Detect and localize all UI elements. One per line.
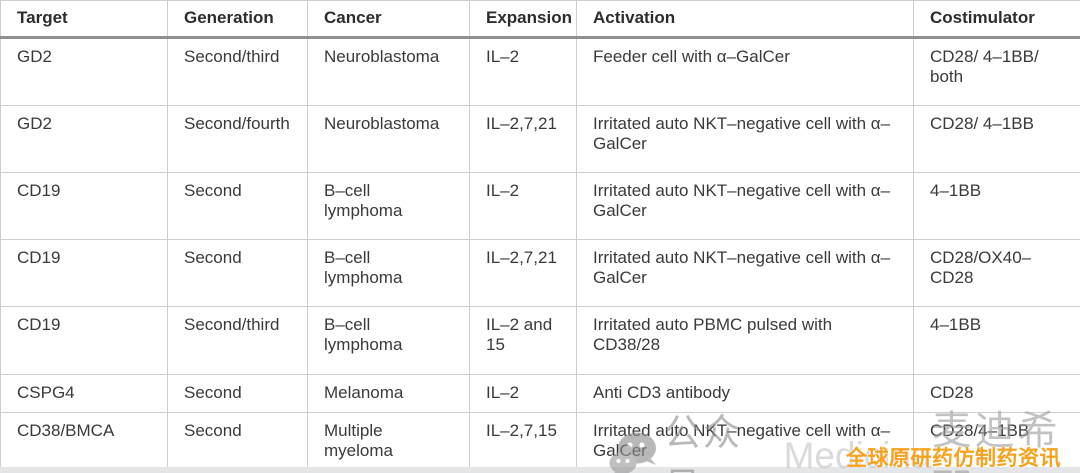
- table-row: CD19 Second B–cell lymphoma IL–2 Irritated a…: [0, 172, 1080, 241]
- cell-target: GD2: [0, 105, 168, 174]
- cell-generation: Second: [167, 411, 308, 473]
- cell-cancer: Neuroblastoma: [307, 105, 470, 174]
- table-row: GD2 Second/fourth Neuroblastoma IL–2,7,21 Ir…: [0, 105, 1080, 174]
- cell-costimulator: 4–1BB: [913, 306, 1080, 375]
- cell-activation: Feeder cell with α–GalCer: [576, 37, 914, 107]
- cell-generation: Second/third: [167, 306, 308, 375]
- cell-activation: Irritated auto NKT–negative cell with α–…: [576, 239, 914, 308]
- cell-cancer: B–cell lymphoma: [307, 239, 470, 308]
- cell-generation: Second/fourth: [167, 105, 308, 174]
- cell-activation: Anti CD3 antibody: [576, 373, 914, 413]
- column-header-cancer: Cancer: [307, 0, 470, 40]
- table-row: CD38/BMCA Second Multiple myeloma IL–2,7,15…: [0, 411, 1080, 473]
- cell-expansion: IL–2: [469, 37, 577, 107]
- page-bottom-strip: [0, 467, 1080, 473]
- cell-generation: Second: [167, 172, 308, 241]
- column-header-costimulator: Costimulator: [913, 0, 1080, 40]
- cell-expansion: IL–2,7,21: [469, 239, 577, 308]
- column-header-activation: Activation: [576, 0, 914, 40]
- cell-costimulator: CD28: [913, 373, 1080, 413]
- cell-cancer: Neuroblastoma: [307, 37, 470, 107]
- column-header-target: Target: [0, 0, 168, 40]
- cell-activation: Irritated auto NKT–negative cell with α–…: [576, 172, 914, 241]
- cell-cancer: Melanoma: [307, 373, 470, 413]
- cell-expansion: IL–2 and 15: [469, 306, 577, 375]
- cell-activation: Irritated auto PBMC pulsed with CD38/28: [576, 306, 914, 375]
- cell-generation: Second: [167, 239, 308, 308]
- cell-target: CD19: [0, 172, 168, 241]
- table-header: Target Generation Cancer Expansion Activ…: [0, 0, 1080, 40]
- cell-expansion: IL–2,7,15: [469, 411, 577, 473]
- cell-generation: Second/third: [167, 37, 308, 107]
- cell-target: GD2: [0, 37, 168, 107]
- cell-costimulator: CD28/4–1BB: [913, 411, 1080, 473]
- cell-activation: Irritated auto NKT–negative cell with α–…: [576, 411, 914, 473]
- cell-target: CD38/BMCA: [0, 411, 168, 473]
- cell-activation: Irritated auto NKT–negative cell with α–…: [576, 105, 914, 174]
- table-row: GD2 Second/third Neuroblastoma IL–2 Feeder c…: [0, 37, 1080, 107]
- cell-costimulator: CD28/ 4–1BB/ both: [913, 37, 1080, 107]
- table-row: CD19 Second/third B–cell lymphoma IL–2 and …: [0, 306, 1080, 375]
- table-row: CSPG4 Second Melanoma IL–2 Anti CD3 antibody…: [0, 373, 1080, 413]
- column-header-expansion: Expansion: [469, 0, 577, 40]
- column-header-generation: Generation: [167, 0, 308, 40]
- cell-costimulator: 4–1BB: [913, 172, 1080, 241]
- cell-cancer: B–cell lymphoma: [307, 306, 470, 375]
- table-row: CD19 Second B–cell lymphoma IL–2,7,21 Irrita…: [0, 239, 1080, 308]
- cell-expansion: IL–2: [469, 373, 577, 413]
- cell-expansion: IL–2: [469, 172, 577, 241]
- cell-generation: Second: [167, 373, 308, 413]
- table-body: GD2 Second/third Neuroblastoma IL–2 Feeder c…: [0, 37, 1080, 473]
- cell-expansion: IL–2,7,21: [469, 105, 577, 174]
- cell-costimulator: CD28/OX40–CD28: [913, 239, 1080, 308]
- cell-target: CSPG4: [0, 373, 168, 413]
- cell-cancer: Multiple myeloma: [307, 411, 470, 473]
- cell-target: CD19: [0, 239, 168, 308]
- cell-target: CD19: [0, 306, 168, 375]
- header-row: Target Generation Cancer Expansion Activ…: [0, 0, 1080, 40]
- cell-cancer: B–cell lymphoma: [307, 172, 470, 241]
- cell-costimulator: CD28/ 4–1BB: [913, 105, 1080, 174]
